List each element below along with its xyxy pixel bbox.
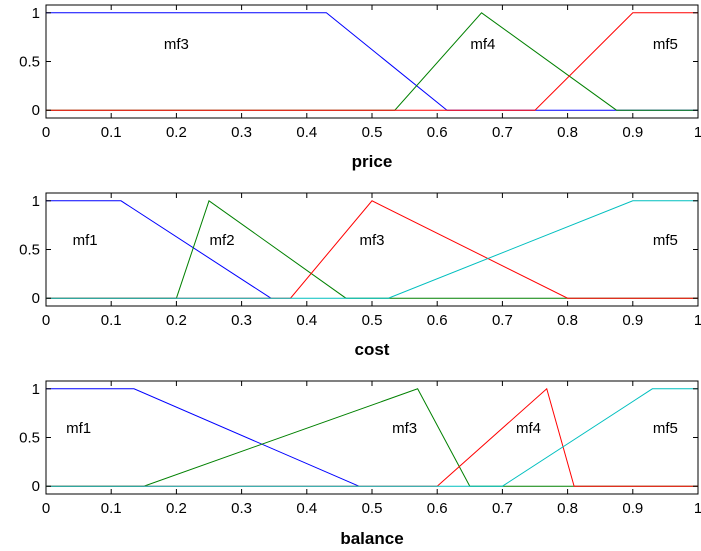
x-tick-label: 0.8 bbox=[557, 312, 578, 329]
axes-box bbox=[45, 192, 699, 307]
x-tick-label: 0.1 bbox=[101, 500, 122, 517]
mf-annotation: mf5 bbox=[653, 232, 678, 249]
x-tick-label: 0.8 bbox=[557, 124, 578, 141]
mf-annotation: mf3 bbox=[392, 420, 417, 437]
y-tick-label: 0 bbox=[32, 290, 40, 307]
y-tick-label: 0.5 bbox=[19, 54, 40, 71]
x-tick-label: 0.9 bbox=[622, 312, 643, 329]
x-tick-label: 0.4 bbox=[296, 500, 317, 517]
series-line-1 bbox=[46, 12, 698, 111]
series-line-1 bbox=[46, 200, 272, 299]
mf-annotation: mf4 bbox=[516, 420, 541, 437]
x-axis-label: price bbox=[352, 152, 393, 171]
y-tick-label: 0.5 bbox=[19, 430, 40, 447]
x-tick-label: 0.6 bbox=[427, 500, 448, 517]
x-tick-label: 0.7 bbox=[492, 124, 513, 141]
x-tick-label: 0.5 bbox=[362, 124, 383, 141]
x-tick-label: 0.4 bbox=[296, 124, 317, 141]
x-tick-label: 0.1 bbox=[101, 312, 122, 329]
x-tick-label: 0.8 bbox=[557, 500, 578, 517]
x-tick-label: 0.2 bbox=[166, 124, 187, 141]
x-tick-label: 0 bbox=[42, 124, 50, 141]
series-line-1 bbox=[46, 388, 360, 487]
x-tick-label: 0 bbox=[42, 500, 50, 517]
x-tick-label: 0.2 bbox=[166, 312, 187, 329]
chart-panel-3: 0 0.1 0.2 0.3 0.4 0.5 0.6 0.7 0.8 0.9 1 0 0.5 1 mf1 mf3… bbox=[19, 380, 701, 548]
mf-annotation: mf1 bbox=[66, 420, 91, 437]
series-line-4 bbox=[46, 200, 698, 299]
mf-annotation: mf3 bbox=[359, 232, 384, 249]
x-tick-label: 0.9 bbox=[622, 124, 643, 141]
y-tick-label: 0 bbox=[32, 102, 40, 119]
x-tick-label: 0.2 bbox=[166, 500, 187, 517]
x-tick-label: 0.1 bbox=[101, 124, 122, 141]
x-tick-label: 0.9 bbox=[622, 500, 643, 517]
y-tick-label: 1 bbox=[32, 5, 40, 22]
x-tick-label: 1 bbox=[694, 312, 701, 329]
x-tick-label: 0.6 bbox=[427, 124, 448, 141]
mf-annotation: mf1 bbox=[73, 232, 98, 249]
x-axis-label: cost bbox=[355, 340, 390, 359]
x-tick-label: 1 bbox=[694, 500, 701, 517]
series-line-4 bbox=[46, 388, 698, 487]
x-tick-label: 0.3 bbox=[231, 124, 252, 141]
y-tick-label: 0.5 bbox=[19, 242, 40, 259]
chart-panel-1: 0 0.1 0.2 0.3 0.4 0.5 0.6 0.7 0.8 0.9 1 0 0.5 1 mf3 mf4… bbox=[19, 4, 701, 171]
mf-annotation: mf5 bbox=[653, 36, 678, 53]
x-axis-label: balance bbox=[340, 529, 403, 548]
x-tick-label: 0.3 bbox=[231, 500, 252, 517]
x-tick-label: 0.7 bbox=[492, 500, 513, 517]
x-tick-label: 0.4 bbox=[296, 312, 317, 329]
chart-panel-2: 0 0.1 0.2 0.3 0.4 0.5 0.6 0.7 0.8 0.9 1 0 0.5 1 mf1 mf2… bbox=[19, 192, 701, 359]
x-tick-label: 1 bbox=[694, 124, 701, 141]
x-tick-label: 0.5 bbox=[362, 312, 383, 329]
y-tick-label: 1 bbox=[32, 381, 40, 398]
series-line-3 bbox=[46, 12, 698, 111]
x-tick-label: 0.5 bbox=[362, 500, 383, 517]
mf-annotation: mf5 bbox=[653, 420, 678, 437]
x-tick-label: 0.7 bbox=[492, 312, 513, 329]
axes-box bbox=[45, 4, 699, 119]
x-tick-label: 0.3 bbox=[231, 312, 252, 329]
mf-annotation: mf3 bbox=[164, 36, 189, 53]
y-tick-label: 0 bbox=[32, 478, 40, 495]
mf-annotation: mf4 bbox=[470, 36, 495, 53]
y-tick-label: 1 bbox=[32, 193, 40, 210]
axes-box bbox=[45, 380, 699, 495]
x-tick-label: 0.6 bbox=[427, 312, 448, 329]
x-tick-label: 0 bbox=[42, 312, 50, 329]
mf-annotation: mf2 bbox=[210, 232, 235, 249]
